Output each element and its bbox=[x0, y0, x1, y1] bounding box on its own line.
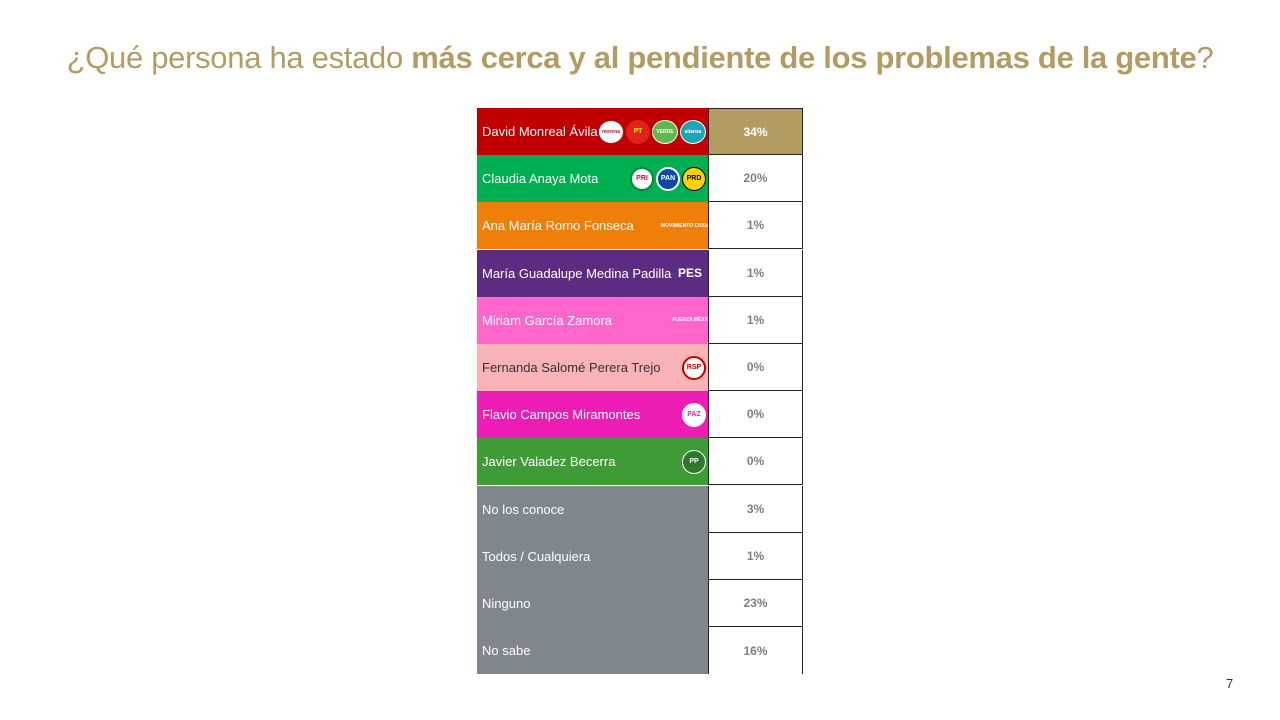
percentage-cell: 0% bbox=[708, 391, 803, 439]
verde-logo: VERDE bbox=[652, 119, 678, 144]
table-row: María Guadalupe Medina Padilla PES 1% bbox=[477, 249, 803, 297]
table-row: Miriam García Zamora FUERZA MÉXICO1% bbox=[477, 296, 803, 344]
morena-logo: morena bbox=[598, 119, 624, 144]
pp-logo: PP bbox=[682, 449, 706, 474]
candidate-name: Miriam García Zamora bbox=[482, 312, 613, 328]
party-logos: FUERZA MÉXICO bbox=[672, 297, 708, 344]
pes-logo: PES bbox=[677, 266, 702, 281]
percentage-cell: 1% bbox=[708, 532, 803, 580]
percentage-cell: 1% bbox=[708, 249, 803, 297]
table-row: No los conoce 3% bbox=[477, 485, 803, 533]
paz-logo: PAZ bbox=[682, 402, 706, 427]
table-row: David Monreal Ávila morena PT VERDE alianza 3… bbox=[477, 108, 803, 155]
candidate-name: María Guadalupe Medina Padilla bbox=[482, 265, 672, 281]
candidate-cell: Javier Valadez Becerra PP bbox=[477, 438, 708, 486]
candidate-cell: Ninguno bbox=[477, 580, 708, 627]
nueva-alianza-logo: alianza bbox=[680, 119, 706, 144]
percentage-cell: 0% bbox=[708, 344, 803, 391]
party-logos: morena PT VERDE alianza bbox=[598, 108, 706, 155]
candidate-name: Claudia Anaya Mota bbox=[482, 171, 599, 187]
candidate-name: Javier Valadez Becerra bbox=[482, 454, 616, 470]
chart-title: ¿Qué persona ha estado más cerca y al pe… bbox=[0, 40, 1280, 76]
candidate-cell: María Guadalupe Medina Padilla PES bbox=[477, 249, 708, 297]
title-normal-start: ¿Qué persona ha estado bbox=[66, 40, 412, 75]
candidate-name: Ana María Romo Fonseca bbox=[482, 218, 634, 234]
candidate-cell: No sabe bbox=[477, 627, 708, 675]
party-logos: PRI PAN PRD bbox=[630, 155, 706, 202]
percentage-cell: 20% bbox=[708, 155, 803, 203]
party-logos: PES bbox=[674, 250, 706, 297]
page-number: 7 bbox=[1226, 676, 1234, 691]
percentage-cell: 34% bbox=[708, 108, 803, 155]
party-logos: PP bbox=[682, 438, 706, 485]
title-normal-end: ? bbox=[1196, 40, 1214, 75]
candidate-name: David Monreal Ávila bbox=[482, 124, 598, 139]
candidate-cell: Ana María Romo Fonseca MOVIMIENTO CIUDADA… bbox=[477, 202, 708, 250]
prd-logo: PRD bbox=[682, 166, 706, 191]
candidate-cell: Todos / Cualquiera bbox=[477, 532, 708, 580]
candidate-cell: Claudia Anaya Mota PRI PAN PRD bbox=[477, 155, 708, 203]
percentage-cell: 3% bbox=[708, 485, 803, 533]
table-row: Javier Valadez Becerra PP 0% bbox=[477, 438, 803, 486]
fuerza-mexico-logo: FUERZA MÉXICO bbox=[672, 317, 708, 324]
table-row: Claudia Anaya Mota PRI PAN PRD 20% bbox=[477, 155, 803, 203]
candidate-cell: Flavio Campos Miramontes PAZ bbox=[477, 391, 708, 439]
party-logos: RSP bbox=[682, 344, 706, 391]
party-logos: MOVIMIENTO CIUDADANO bbox=[660, 202, 708, 249]
rsp-logo: RSP bbox=[682, 355, 706, 380]
table-row: Ana María Romo Fonseca MOVIMIENTO CIUDADA… bbox=[477, 202, 803, 250]
candidate-name: Todos / Cualquiera bbox=[482, 548, 591, 564]
pan-logo: PAN bbox=[656, 166, 680, 191]
table-row: Fernanda Salomé Perera Trejo RSP 0% bbox=[477, 344, 803, 391]
percentage-cell: 1% bbox=[708, 202, 803, 250]
percentage-cell: 16% bbox=[708, 627, 803, 675]
percentage-cell: 1% bbox=[708, 296, 803, 344]
table-row: Todos / Cualquiera 1% bbox=[477, 532, 803, 580]
percentage-cell: 0% bbox=[708, 438, 803, 486]
title-bold: más cerca y al pendiente de los problema… bbox=[411, 40, 1197, 75]
pt-logo: PT bbox=[626, 119, 650, 144]
candidate-name: Flavio Campos Miramontes bbox=[482, 407, 641, 423]
candidate-cell: David Monreal Ávila morena PT VERDE alianza bbox=[477, 108, 708, 155]
pri-logo: PRI bbox=[630, 166, 654, 191]
candidate-name: No sabe bbox=[482, 643, 531, 659]
table-row: No sabe 16% bbox=[477, 627, 803, 675]
candidate-name: Fernanda Salomé Perera Trejo bbox=[482, 360, 661, 375]
candidate-cell: Miriam García Zamora FUERZA MÉXICO bbox=[477, 296, 708, 344]
table-row: Ninguno 23% bbox=[477, 580, 803, 627]
table-row: Flavio Campos Miramontes PAZ 0% bbox=[477, 391, 803, 439]
movimiento-ciudadano-logo: MOVIMIENTO CIUDADANO bbox=[660, 222, 708, 229]
percentage-cell: 23% bbox=[708, 580, 803, 627]
party-logos: PAZ bbox=[682, 391, 706, 438]
candidate-cell: No los conoce bbox=[477, 485, 708, 533]
candidate-cell: Fernanda Salomé Perera Trejo RSP bbox=[477, 344, 708, 391]
candidate-name: No los conoce bbox=[482, 501, 565, 517]
candidate-name: Ninguno bbox=[482, 596, 531, 611]
